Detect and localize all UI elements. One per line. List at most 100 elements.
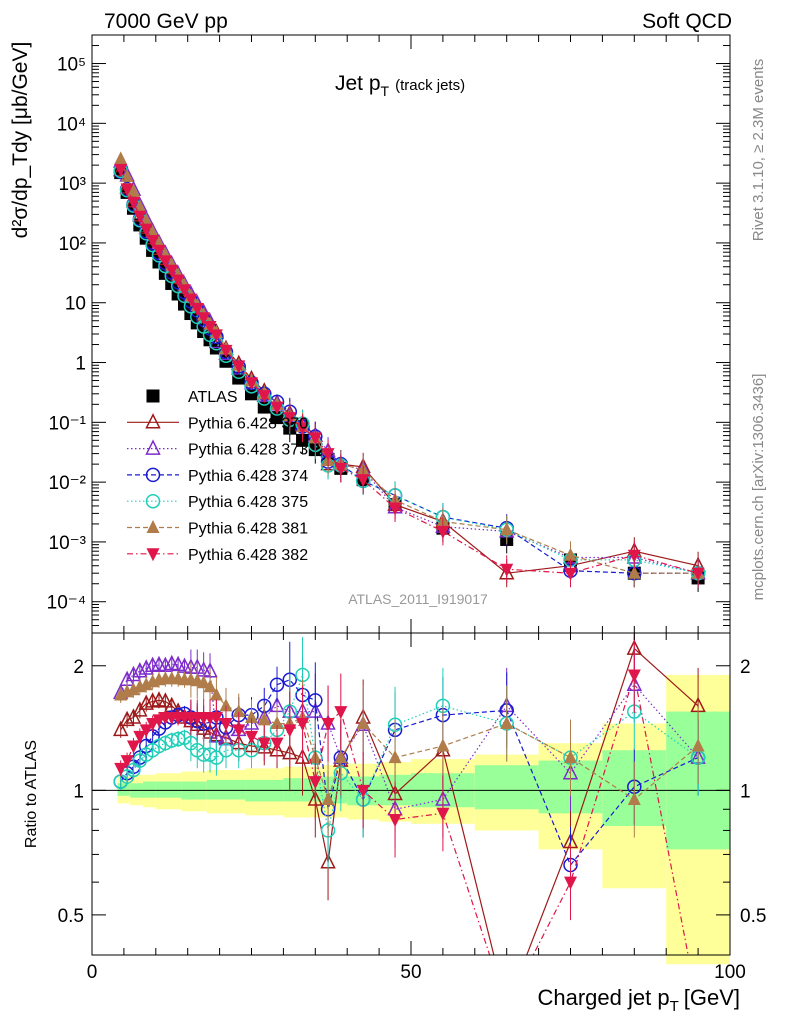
ratio-point [112, 720, 129, 737]
data-point [270, 401, 284, 415]
uncertainty-band-green [155, 781, 182, 798]
ratio-point [133, 730, 147, 744]
ratio-y-tick-label: 2 [73, 657, 84, 678]
main-y-tick-label: 10 [65, 294, 86, 315]
data-point [184, 293, 198, 307]
ratio-point [500, 716, 514, 730]
x-tick-label: 0 [87, 962, 98, 983]
header-left: 7000 GeV pp [104, 10, 228, 33]
ratio-point [232, 704, 246, 718]
data-point [321, 448, 335, 462]
ratio-point [308, 776, 322, 790]
ratio-point [334, 706, 348, 720]
data-point [203, 321, 217, 335]
header-right: Soft QCD [642, 10, 732, 33]
series-line [120, 169, 699, 574]
ratio-series-pythia-6-428-382 [114, 636, 689, 1014]
x-axis-label-text: Charged jet p [537, 985, 669, 1010]
ratio-point [197, 675, 211, 689]
main-title: Jet pT (track jets) [335, 72, 465, 99]
legend-label: Pythia 6.428 370 [188, 415, 308, 432]
ratio-point [356, 784, 370, 798]
ratio-y-tick-label-right: 2 [740, 657, 751, 678]
data-point [152, 244, 166, 258]
ratio-y-tick-label-right: 0.5 [740, 906, 766, 927]
data-point [178, 284, 192, 298]
ratio-point [500, 1001, 513, 1014]
legend-marker [145, 467, 161, 483]
ratio-point [245, 709, 258, 723]
ratio-y-tick-label: 0.5 [58, 906, 84, 927]
legend-label: Pythia 6.428 373 [188, 442, 308, 459]
legend-marker [146, 389, 160, 403]
ratio-point [500, 999, 513, 1012]
ratio-point [388, 750, 402, 764]
ratio-point [283, 724, 297, 738]
main-y-tick-label: 1 [75, 354, 86, 375]
ratio-point [232, 724, 246, 738]
data-point [114, 163, 128, 177]
data-point [627, 549, 641, 563]
main-title-text: Jet p [335, 72, 381, 95]
ratio-point [436, 738, 450, 752]
data-point [219, 344, 233, 358]
ratio-point [269, 677, 285, 692]
legend-label: ATLAS [188, 389, 238, 406]
main-y-tick-label: 10² [59, 234, 86, 255]
data-point [126, 196, 140, 210]
ratio-point [219, 698, 233, 712]
ratio-point [132, 662, 148, 678]
main-y-tick-label: 10⁵ [57, 55, 86, 76]
data-point [245, 377, 258, 391]
ratio-point [296, 718, 310, 732]
data-point [232, 360, 246, 374]
ratio-point [138, 694, 154, 710]
uncertainty-band-green [117, 783, 131, 796]
ratio-point [120, 755, 134, 769]
legend-marker [145, 413, 161, 429]
ratio-point [321, 792, 335, 806]
x-axis-label-unit: [GeV] [684, 985, 740, 1010]
main-y-tick-label: 10⁻¹ [49, 413, 87, 434]
ratio-point [157, 692, 174, 708]
data-point [126, 183, 140, 197]
analysis-label: ATLAS_2011_I919017 [348, 591, 488, 607]
ratio-point [209, 687, 223, 701]
data-point [171, 274, 185, 288]
data-point [190, 303, 204, 317]
legend-label: Pythia 6.428 381 [188, 521, 308, 538]
data-point [691, 567, 705, 581]
legend-label: Pythia 6.428 382 [188, 547, 308, 564]
ratio-panel: 0.5 0.5 1 1 2 2 0 50 100 Ratio to ATLAS Charged … [23, 632, 766, 1015]
x-axis-label-sub: T [670, 998, 679, 1015]
main-title-extra: (track jets) [395, 77, 465, 94]
uncertainty-band-green [474, 765, 539, 810]
data-point [356, 474, 370, 488]
ratio-point [270, 737, 284, 751]
ratio-point [308, 693, 323, 708]
data-point [334, 462, 348, 476]
legend-marker [146, 548, 160, 562]
ratio-point [139, 724, 153, 738]
legend: ATLAS Pythia 6.428 370 Pythia 6.428 373 Pyt… [127, 389, 308, 564]
legend-label: Pythia 6.428 375 [188, 494, 308, 511]
ratio-point [138, 659, 154, 675]
ratio-point [146, 718, 160, 732]
ratio-point [356, 716, 370, 730]
uncertainty-band-green [206, 779, 246, 800]
main-y-tick-label: 10⁻² [49, 473, 87, 494]
data-point [627, 565, 641, 579]
x-tick-label: 50 [400, 962, 421, 983]
x-axis-label: Charged jet pT [GeV] [537, 985, 740, 1015]
data-point [436, 525, 450, 539]
data-point [500, 563, 514, 577]
uncertainty-band-green [143, 781, 156, 798]
rivet-label: Rivet 3.1.10, ≥ 2.3M events [750, 59, 767, 242]
data-point [283, 412, 297, 426]
legend-label: Pythia 6.428 374 [188, 468, 308, 485]
data-point [165, 264, 179, 278]
data-point [114, 151, 128, 165]
data-point [139, 223, 153, 237]
ratio-point [564, 750, 577, 764]
legend-marker [145, 493, 161, 509]
